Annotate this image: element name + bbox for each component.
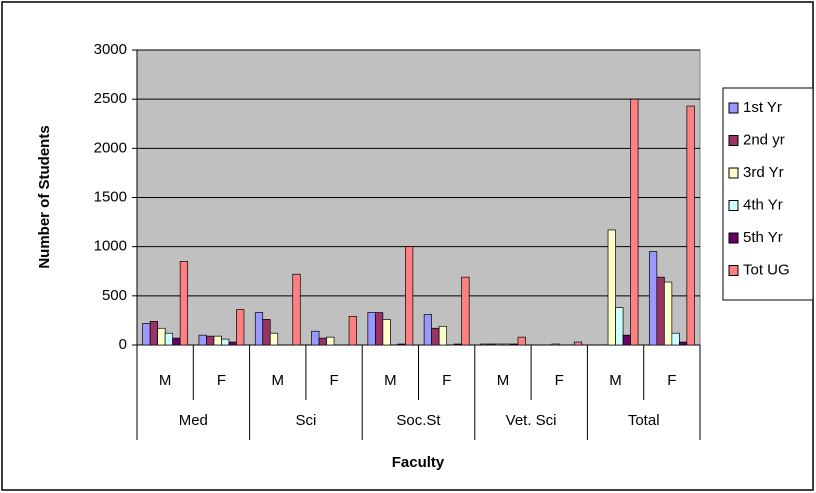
x-tick-label: M <box>609 372 622 389</box>
legend-label: 3rd Yr <box>743 164 784 181</box>
bar <box>622 334 631 346</box>
bar <box>487 343 496 346</box>
y-tick-label: 0 <box>119 336 127 353</box>
x-tick-label: M <box>159 372 172 389</box>
bar <box>221 338 230 346</box>
legend-label: 5th Yr <box>743 229 783 246</box>
x-tick-label: F <box>667 372 676 389</box>
legend-swatch <box>728 167 739 179</box>
bar <box>326 336 335 346</box>
bar <box>551 343 560 346</box>
bar <box>206 335 215 346</box>
y-tick-label: 2000 <box>94 139 127 156</box>
x-tick-label: F <box>329 372 338 389</box>
bar <box>671 332 680 346</box>
bar <box>405 246 414 346</box>
bar <box>149 321 158 346</box>
bar <box>179 261 189 346</box>
bar <box>262 319 271 346</box>
y-tick-label: 1500 <box>94 188 127 205</box>
legend-swatch <box>728 102 739 114</box>
bar <box>453 343 463 346</box>
legend-swatch <box>728 265 739 276</box>
x-tick-label: M <box>384 372 397 389</box>
y-tick-label: 500 <box>102 287 127 304</box>
legend-swatch <box>728 135 739 146</box>
x-group-label: Vet. Sci <box>506 412 557 429</box>
bar <box>615 307 624 346</box>
bar <box>348 316 357 346</box>
bar <box>648 251 658 346</box>
bar <box>438 325 448 346</box>
legend-label: 4th Yr <box>743 196 783 213</box>
bar <box>311 330 320 346</box>
legend-label: 1st Yr <box>743 99 782 116</box>
bar <box>254 312 264 346</box>
x-tick-label: F <box>217 372 226 389</box>
legend-label: Tot UG <box>743 261 790 278</box>
bar <box>198 334 207 346</box>
bar <box>382 319 391 346</box>
bar <box>318 337 327 346</box>
y-tick-label: 3000 <box>94 41 127 58</box>
x-group-label: Soc.St <box>396 412 441 429</box>
bar <box>573 341 583 346</box>
bar <box>480 343 489 346</box>
bar <box>157 327 166 346</box>
bar <box>269 332 279 346</box>
bar <box>517 336 526 346</box>
x-group-label: Med <box>179 412 208 429</box>
x-tick-label: M <box>272 372 285 389</box>
bar <box>367 312 376 346</box>
bar <box>228 341 237 346</box>
bar <box>374 312 384 346</box>
x-group-label: Sci <box>295 412 316 429</box>
x-tick-label: F <box>442 372 451 389</box>
legend-label: 2nd yr <box>743 131 785 148</box>
x-tick-label: M <box>497 372 510 389</box>
bar <box>292 273 301 346</box>
x-axis-label: Faculty <box>392 454 445 471</box>
bar <box>495 343 504 346</box>
y-tick-label: 1000 <box>94 238 127 255</box>
bar <box>236 309 245 346</box>
y-axis-label: Number of Students <box>36 125 53 268</box>
legend-box <box>722 87 814 301</box>
bar <box>461 276 470 346</box>
bar <box>502 343 511 346</box>
bar <box>679 341 688 346</box>
bar <box>630 98 639 346</box>
bar <box>397 343 406 346</box>
bar <box>656 276 665 346</box>
bar <box>213 335 222 346</box>
legend-swatch <box>728 200 739 211</box>
bar <box>142 323 151 346</box>
bar <box>510 343 519 346</box>
bar <box>431 327 440 346</box>
bar <box>423 314 432 346</box>
bar <box>164 332 174 346</box>
bar <box>686 105 695 346</box>
bar <box>172 337 181 346</box>
bar <box>663 281 673 346</box>
legend-swatch <box>728 232 739 244</box>
y-tick-label: 2500 <box>94 90 127 107</box>
x-group-label: Total <box>628 412 660 429</box>
bar <box>607 229 616 346</box>
x-tick-label: F <box>555 372 564 389</box>
